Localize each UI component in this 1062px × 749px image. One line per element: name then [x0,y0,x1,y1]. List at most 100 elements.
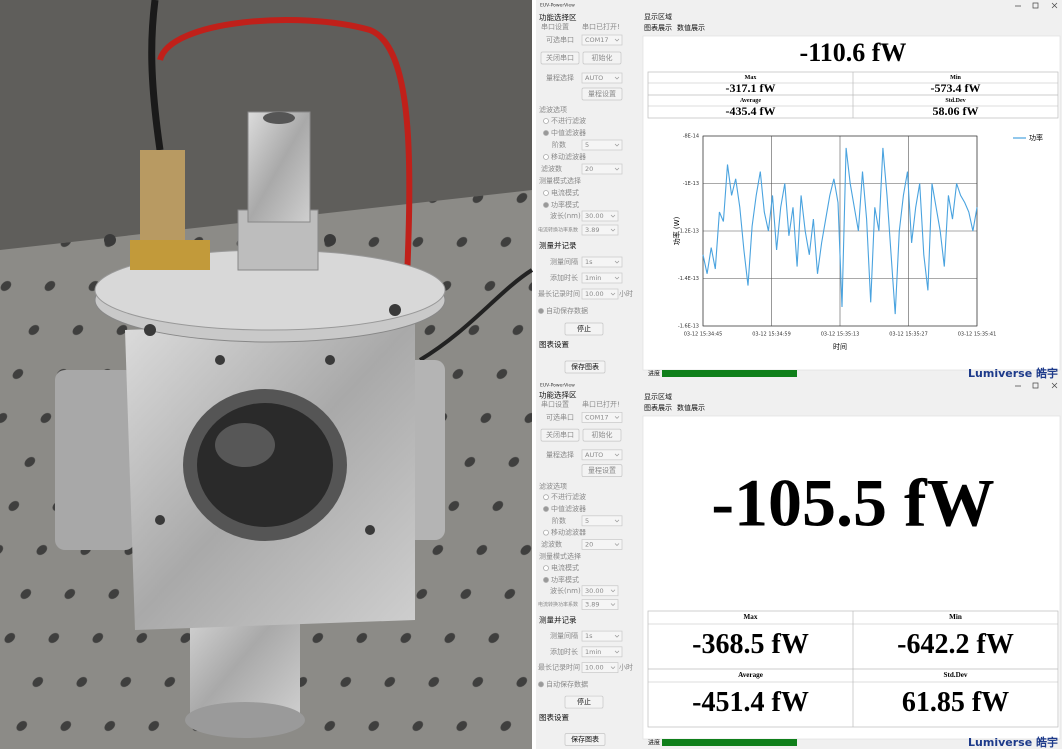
radio[interactable] [543,506,549,512]
y-tick-label: -1E-13 [683,181,699,187]
field-value: AUTO [585,74,603,82]
label: 滤波选项 [539,105,567,114]
button[interactable] [581,87,623,101]
button[interactable] [564,360,606,374]
combobox[interactable] [581,630,623,642]
stat-value: -317.1 fW [726,81,776,95]
window-controls[interactable] [1015,382,1058,389]
y-tick-label: -8E-14 [683,134,699,140]
logo: Lumiverse 皓宇 [968,735,1058,749]
combobox[interactable] [581,256,623,268]
spinbox[interactable] [581,288,619,300]
button[interactable] [540,51,580,65]
label: 串口已打开! [582,22,620,31]
radio-label: 电流模式 [551,188,579,197]
combobox[interactable] [581,72,623,84]
label: 小时 [619,289,633,298]
radio[interactable] [543,154,549,160]
combobox[interactable] [581,163,623,175]
radio[interactable] [543,130,549,136]
spinbox[interactable] [581,662,619,673]
field-arrow [614,276,620,280]
field-value: 20 [585,165,593,173]
radio-label: 功率模式 [551,575,579,584]
label: 最长记录时间 [538,663,580,672]
tab[interactable]: 数值展示 [677,23,705,32]
combobox[interactable] [581,539,623,550]
spinbox[interactable] [581,224,619,236]
field-arrow [610,589,616,593]
radio-label: 不进行滤波 [551,492,586,501]
combobox[interactable] [581,412,623,423]
data-line [702,147,978,315]
section-label: 测量并记录 [539,614,577,624]
button-label: 关闭串口 [546,53,574,62]
radio[interactable] [543,565,549,572]
spinbox[interactable] [581,599,619,610]
radio[interactable] [543,577,549,583]
combobox[interactable] [581,272,623,284]
section-label: 功能选择区 [539,390,577,400]
combobox[interactable] [581,449,623,461]
field-value: 20 [585,540,593,548]
radio-label: 中值滤波器 [551,128,586,137]
combobox[interactable] [581,515,623,527]
combobox[interactable] [581,139,623,151]
button-label: 停止 [577,697,591,706]
label: 波长(nm) [550,211,581,220]
button[interactable] [582,51,622,65]
button-label: 停止 [577,324,591,333]
field-value: 5 [585,517,589,525]
tab[interactable]: 图表展示 [644,23,672,32]
x-tick-label: 03-12 15:35:13 [821,332,860,338]
window-title: EUV-PowerView [540,3,575,9]
combobox[interactable] [581,34,623,46]
field-arrow [614,76,620,80]
button[interactable] [582,428,622,442]
radio[interactable] [543,202,549,208]
radio[interactable] [543,118,549,124]
radio-label: 移动滤波器 [551,152,586,161]
radio[interactable] [538,681,544,688]
stat-value: -573.4 fW [931,81,981,95]
button-label: 初始化 [592,430,613,439]
reading: -110.6 fW [800,38,907,67]
button-label: 关闭串口 [546,430,574,439]
stat-value: -642.2 fW [897,629,1014,660]
button[interactable] [564,322,604,336]
field-arrow [614,634,620,638]
x-tick-label: 03-12 15:35:41 [958,332,997,338]
radio[interactable] [543,529,549,536]
field-value: 10.00 [585,290,604,298]
combobox[interactable] [581,646,623,658]
button[interactable] [564,695,604,709]
stat-value: -368.5 fW [692,629,809,660]
radio[interactable] [543,494,549,501]
stat-label: Std.Dev [943,671,967,679]
stat-label: Max [745,75,757,81]
label: 测量模式选择 [539,176,581,185]
y-tick-label: -1.4E-13 [678,276,699,282]
field-value: 30.00 [585,212,604,220]
label: 添加时长 [550,647,578,656]
label: 最长记录时间 [538,289,580,298]
field-arrow [614,416,620,419]
button[interactable] [540,428,580,442]
window-controls[interactable] [1015,2,1058,9]
tab[interactable]: 图表展示 [644,403,672,412]
section-label: 测量并记录 [539,240,577,250]
field-value: 1min [585,648,601,656]
legend-label: 功率 [1029,133,1043,142]
radio-label: 功率模式 [551,200,579,209]
radio[interactable] [538,308,544,314]
radio[interactable] [543,190,549,196]
spinbox[interactable] [581,585,619,597]
spinbox[interactable] [581,210,619,222]
x-tick-label: 03-12 15:35:27 [889,332,928,338]
button[interactable] [581,464,623,477]
tab[interactable]: 数值展示 [677,403,705,412]
button[interactable] [564,733,606,746]
x-tick-label: 03-12 15:34:59 [752,332,791,338]
label: 阶数 [552,140,566,149]
label: 电流转换功率系数 [538,601,578,608]
